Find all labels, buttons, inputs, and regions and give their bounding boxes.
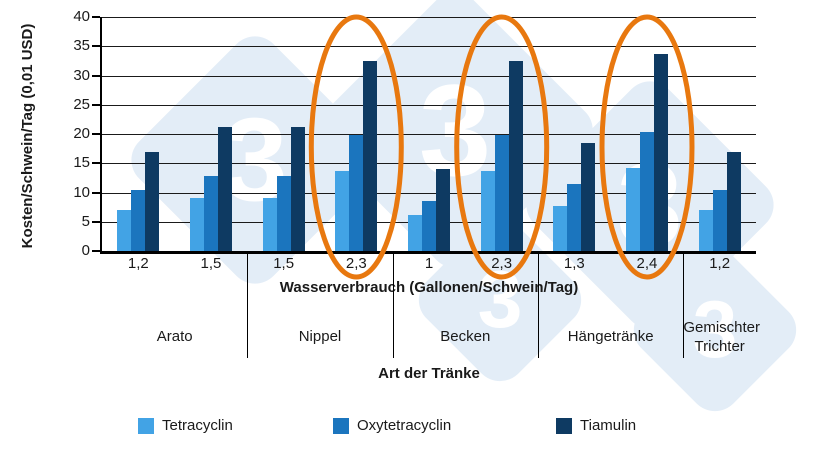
- bar-tetracyclin-group5: [408, 214, 422, 251]
- y-tick-label: 25: [73, 95, 90, 113]
- category-divider: [392, 254, 394, 358]
- gridline-y-35: [102, 46, 756, 48]
- bar-oxytetracyclin-group5: [422, 200, 436, 251]
- y-tick-mark: [92, 133, 100, 135]
- y-axis-title: Kosten/Schwein/Tag (0,01 USD): [19, 23, 36, 249]
- legend-swatch-tiamulin: [556, 418, 572, 434]
- bar-tetracyclin-group7: [553, 205, 568, 251]
- bar-tetracyclin-group2: [190, 198, 204, 251]
- category-label-5: Gemischter Trichter: [683, 319, 761, 355]
- y-tick-mark: [92, 103, 100, 106]
- y-axis-line: [100, 17, 102, 253]
- bar-oxytetracyclin-group2: [204, 175, 218, 251]
- bar-tiamulin-group4: [363, 61, 378, 251]
- category-label-3: Becken: [440, 328, 491, 345]
- y-tick-label: 35: [73, 37, 90, 55]
- bar-oxytetracyclin-group3: [276, 175, 291, 251]
- legend-item-tiamulin: Tiamulin: [556, 417, 636, 435]
- x-tick-label: 1,3: [563, 255, 585, 272]
- bar-tetracyclin-group8: [626, 167, 640, 251]
- category-label-4: Hängetränke: [567, 328, 654, 345]
- y-tick-label: 40: [73, 8, 90, 25]
- y-tick-mark: [92, 162, 100, 165]
- x-axis-line: [100, 251, 756, 254]
- y-tick-mark: [92, 16, 100, 18]
- bar-tiamulin-group7: [581, 143, 596, 251]
- bar-tiamulin-group9: [726, 152, 741, 251]
- bar-oxytetracyclin-group8: [640, 131, 654, 251]
- bar-oxytetracyclin-group4: [349, 134, 364, 251]
- y-tick-label: 20: [73, 125, 90, 142]
- bar-tiamulin-group5: [436, 168, 450, 251]
- legend-swatch-oxytetracyclin: [333, 418, 349, 434]
- x-tick-label: 2,4: [636, 255, 658, 272]
- bar-tiamulin-group6: [508, 61, 523, 251]
- y-tick-label: 0: [81, 242, 90, 259]
- x-axis-group-title: Art der Tränke: [378, 365, 480, 382]
- bar-tetracyclin-group9: [698, 210, 713, 251]
- legend-item-tetracyclin: Tetracyclin: [138, 417, 233, 435]
- x-axis-title: Wasserverbrauch (Gallonen/Schwein/Tag): [279, 279, 579, 296]
- gridline-y-10: [102, 192, 756, 194]
- legend-label: Oxytetracyclin: [357, 417, 452, 434]
- legend-swatch-tetracyclin: [138, 418, 154, 434]
- bar-tetracyclin-group6: [480, 170, 495, 251]
- y-tick-mark: [92, 220, 100, 223]
- bar-tetracyclin-group3: [262, 198, 277, 251]
- x-tick-label: 2,3: [345, 255, 367, 272]
- y-tick-mark: [92, 250, 100, 252]
- plot-area: [102, 17, 756, 251]
- y-tick-label: 30: [73, 66, 90, 84]
- x-tick-label: 1,5: [273, 255, 295, 272]
- category-label-2: Nippel: [298, 328, 342, 345]
- bar-oxytetracyclin-group1: [131, 190, 146, 251]
- x-tick-label: 1: [424, 255, 434, 272]
- y-tick-label: 15: [73, 154, 90, 172]
- legend-item-oxytetracyclin: Oxytetracyclin: [333, 417, 451, 435]
- bar-tiamulin-group1: [145, 152, 160, 251]
- bar-oxytetracyclin-group7: [567, 184, 582, 251]
- y-tick-label: 10: [73, 183, 90, 201]
- y-tick-label: 5: [81, 212, 90, 230]
- bar-tetracyclin-group1: [117, 210, 132, 251]
- x-tick-label: 1,2: [709, 255, 731, 272]
- bar-tiamulin-group8: [654, 53, 668, 251]
- bar-tetracyclin-group4: [335, 170, 350, 251]
- category-divider: [247, 254, 249, 358]
- category-label-1: Arato: [156, 328, 193, 345]
- bar-oxytetracyclin-group9: [712, 190, 727, 251]
- legend-label: Tiamulin: [580, 417, 637, 434]
- bar-tiamulin-group2: [218, 126, 232, 251]
- x-tick-label: 1,2: [127, 255, 149, 272]
- gridline-y-20: [102, 134, 756, 135]
- gridline-y-30: [102, 75, 756, 77]
- x-tick-label: 1,5: [200, 255, 222, 272]
- category-divider: [538, 254, 539, 358]
- y-tick-mark: [92, 45, 100, 48]
- gridline-y-25: [102, 104, 756, 106]
- category-divider: [683, 254, 685, 358]
- bar-oxytetracyclin-group6: [494, 134, 509, 251]
- bar-tiamulin-group3: [290, 126, 305, 251]
- legend-label: Tetracyclin: [162, 417, 233, 434]
- gridline-y-40: [102, 17, 756, 18]
- y-tick-mark: [92, 74, 100, 77]
- gridline-y-15: [102, 163, 756, 165]
- x-tick-label: 2,3: [491, 255, 513, 272]
- y-tick-mark: [92, 191, 100, 194]
